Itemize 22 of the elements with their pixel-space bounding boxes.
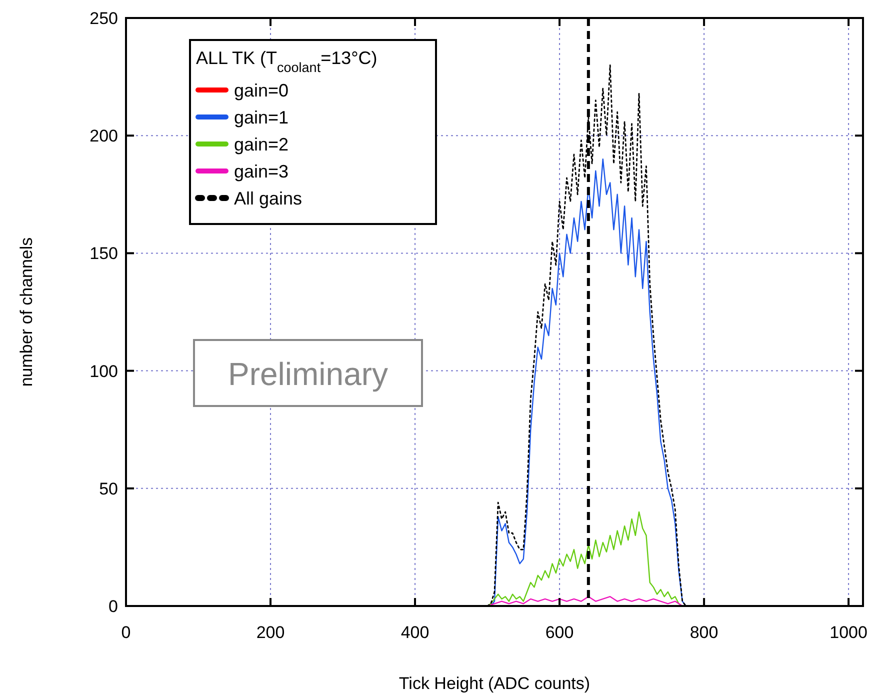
legend-label: All gains [234,188,302,208]
legend-label: gain=2 [234,134,289,154]
y-tick-label: 200 [90,126,118,146]
legend-label: gain=3 [234,161,289,182]
y-tick-label: 50 [99,479,118,498]
x-tick-label: 1000 [830,623,868,642]
line-series [486,596,683,607]
x-tick-label: 400 [400,623,430,642]
x-tick-label: 800 [690,623,718,642]
legend-label: gain=1 [234,107,289,128]
legend-label: gain=0 [234,80,289,100]
x-tick-label: 600 [545,623,574,642]
y-tick-label: 0 [108,596,118,616]
y-tick-label: 250 [90,8,118,28]
x-tick-label: 0 [121,623,131,642]
annotation: Preliminary [228,356,388,392]
y-axis-title: number of channels [17,237,36,387]
x-tick-label: 200 [256,623,285,642]
x-axis-title: Tick Height (ADC counts) [398,674,590,693]
y-tick-label: 100 [90,362,118,381]
legend-title: ALL TK (T$_{coolant}$=13°C) [196,48,378,74]
y-tick-label: 150 [90,244,118,264]
